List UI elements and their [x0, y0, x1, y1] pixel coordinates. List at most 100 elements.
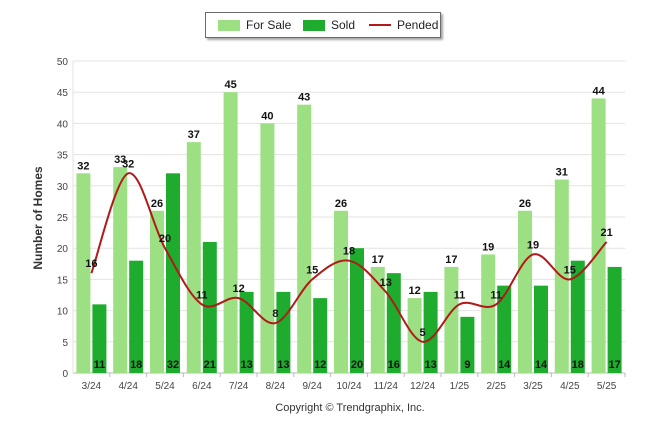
y-axis-ticks: 0 5 10 15 20 25 30 35 40 45 50: [57, 57, 69, 380]
data-label-pended: 5: [420, 327, 426, 339]
x-tick-label: 9/24: [302, 381, 322, 392]
bar-for-sale: [297, 104, 312, 374]
data-label-pended: 12: [232, 283, 244, 295]
bar-sold: [313, 298, 328, 373]
data-label-sold: 13: [240, 359, 252, 371]
bar-sold: [239, 291, 254, 373]
x-tick-label: 3/24: [82, 381, 102, 392]
y-tick-label: 45: [57, 88, 69, 99]
bar-for-sale: [76, 173, 91, 373]
y-tick-label: 30: [57, 182, 69, 193]
data-label-pended: 18: [343, 246, 355, 258]
data-label-sold: 20: [351, 359, 363, 371]
x-tick-label: 12/24: [410, 381, 435, 392]
data-label-pended: 13: [380, 277, 392, 289]
y-tick-label: 40: [57, 119, 69, 130]
y-tick-label: 0: [62, 369, 68, 380]
data-label-for-sale: 44: [592, 85, 605, 97]
data-label-sold: 13: [277, 359, 289, 371]
x-tick-label: 2/25: [486, 381, 506, 392]
gridlines: [72, 60, 625, 374]
data-label-sold: 18: [130, 359, 142, 371]
legend-swatch-pended: [369, 24, 391, 26]
y-tick-label: 35: [57, 151, 69, 162]
bar-for-sale: [150, 210, 164, 373]
bar-for-sale: [370, 266, 385, 373]
bar-sold: [460, 316, 475, 373]
legend-item-pended[interactable]: Pended: [369, 13, 438, 37]
data-label-for-sale: 40: [261, 110, 273, 122]
pended-line: [90, 172, 608, 343]
bar-for-sale: [444, 266, 459, 373]
x-tick-label: 11/24: [374, 381, 399, 392]
bar-sold: [497, 285, 512, 373]
legend-label-pended: Pended: [397, 18, 439, 32]
data-labels: 32 11 33 18 26 32 37 21 45 13 40 13 43 12 26 20 17 16 12 13…: [77, 79, 620, 371]
y-tick-label: 50: [57, 57, 69, 68]
bar-for-sale: [223, 92, 238, 373]
x-tick-label: 6/24: [192, 381, 212, 392]
data-label-sold: 14: [535, 359, 548, 371]
data-label-pended: 11: [490, 289, 502, 301]
data-label-for-sale: 32: [77, 160, 89, 172]
data-label-for-sale: 43: [298, 92, 310, 104]
data-label-for-sale: 33: [114, 154, 126, 166]
data-label-for-sale: 17: [445, 254, 457, 266]
x-tick-label: 5/25: [597, 381, 617, 392]
x-tick-label: 3/25: [523, 381, 543, 392]
x-tick-label: 7/24: [229, 381, 249, 392]
bars: [76, 92, 622, 374]
data-label-for-sale: 26: [151, 198, 163, 210]
legend-label-sold: Sold: [331, 18, 356, 32]
data-label-sold: 14: [498, 359, 511, 371]
data-label-for-sale: 37: [188, 129, 200, 141]
y-tick-label: 20: [57, 244, 69, 255]
copyright: Copyright © Trendgraphix, Inc.: [275, 402, 425, 414]
data-label-pended: 15: [306, 264, 318, 276]
bar-for-sale: [481, 254, 496, 373]
x-tick-label: 1/25: [450, 381, 470, 392]
bar-for-sale: [260, 123, 275, 374]
x-tick-label: 10/24: [336, 381, 361, 392]
data-label-pended: 15: [564, 264, 576, 276]
data-label-pended: 19: [527, 239, 539, 251]
x-tick-label: 5/24: [155, 381, 175, 392]
data-label-sold: 12: [314, 359, 326, 371]
data-label-pended: 21: [600, 227, 612, 239]
legend-swatch-for-sale: [218, 19, 240, 31]
data-label-for-sale: 31: [556, 167, 568, 179]
data-label-sold: 17: [608, 359, 620, 371]
data-label-sold: 16: [388, 359, 400, 371]
bar-sold: [534, 285, 548, 373]
data-label-pended: 11: [196, 289, 208, 301]
data-label-for-sale: 26: [519, 198, 531, 210]
bar-sold: [570, 260, 585, 373]
y-tick-label: 5: [62, 338, 68, 349]
data-label-sold: 18: [572, 359, 584, 371]
bar-for-sale: [186, 142, 201, 373]
bar-sold: [607, 266, 622, 373]
data-label-pended: 16: [85, 258, 97, 270]
legend-item-sold[interactable]: Sold: [303, 13, 355, 37]
bar-sold: [350, 248, 364, 373]
x-tick-label: 4/24: [118, 381, 138, 392]
x-tick-label: 4/25: [560, 381, 580, 392]
data-label-sold: 9: [464, 359, 470, 371]
legend-swatch-sold: [303, 19, 325, 31]
y-axis-label: Number of Homes: [31, 166, 45, 270]
x-tick-label: 8/24: [266, 381, 286, 392]
legend-label-for-sale: For Sale: [246, 18, 292, 32]
y-tick-label: 15: [57, 275, 69, 286]
data-label-pended: 20: [159, 233, 171, 245]
data-label-pended: 11: [454, 289, 466, 301]
bar-sold: [129, 260, 144, 373]
bar-sold: [423, 291, 438, 373]
data-label-sold: 21: [204, 359, 216, 371]
legend-item-for-sale[interactable]: For Sale: [218, 13, 291, 37]
bar-sold: [92, 304, 107, 373]
data-label-for-sale: 26: [335, 198, 347, 210]
data-label-for-sale: 45: [224, 79, 236, 91]
data-label-for-sale: 12: [408, 285, 420, 297]
y-tick-label: 25: [57, 213, 69, 224]
